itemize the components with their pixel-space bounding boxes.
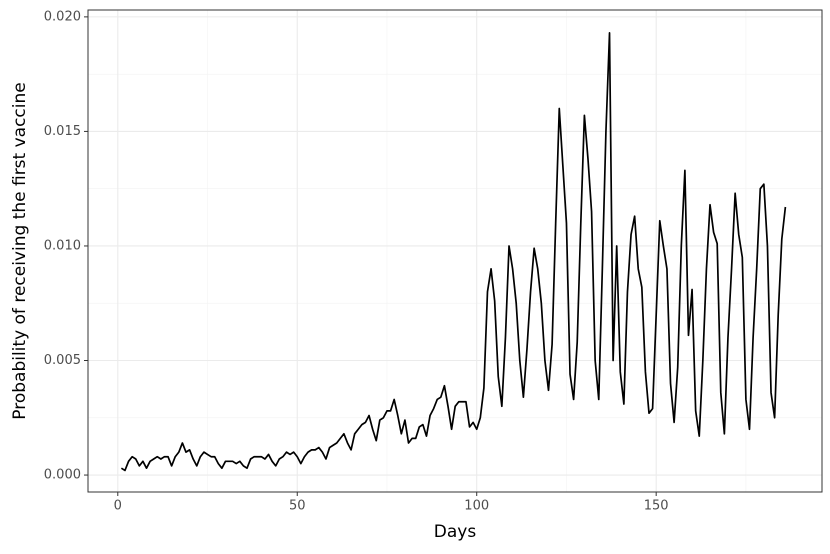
x-tick-label: 0 <box>114 499 122 514</box>
x-tick-label: 50 <box>289 499 306 514</box>
panel-border <box>87 9 823 493</box>
x-tick-label: 150 <box>644 499 669 514</box>
x-tick-label: 100 <box>464 499 489 514</box>
y-tick-label: 0.010 <box>44 238 81 253</box>
y-tick-label: 0.015 <box>44 124 81 139</box>
y-tick-label: 0.005 <box>44 353 81 368</box>
y-tick-label: 0.000 <box>44 468 81 483</box>
data-line <box>120 32 787 472</box>
y-axis-title: Probability of receiving the first vacci… <box>10 82 30 419</box>
y-tick-label: 0.020 <box>44 9 81 24</box>
x-axis-title: Days <box>434 522 477 542</box>
